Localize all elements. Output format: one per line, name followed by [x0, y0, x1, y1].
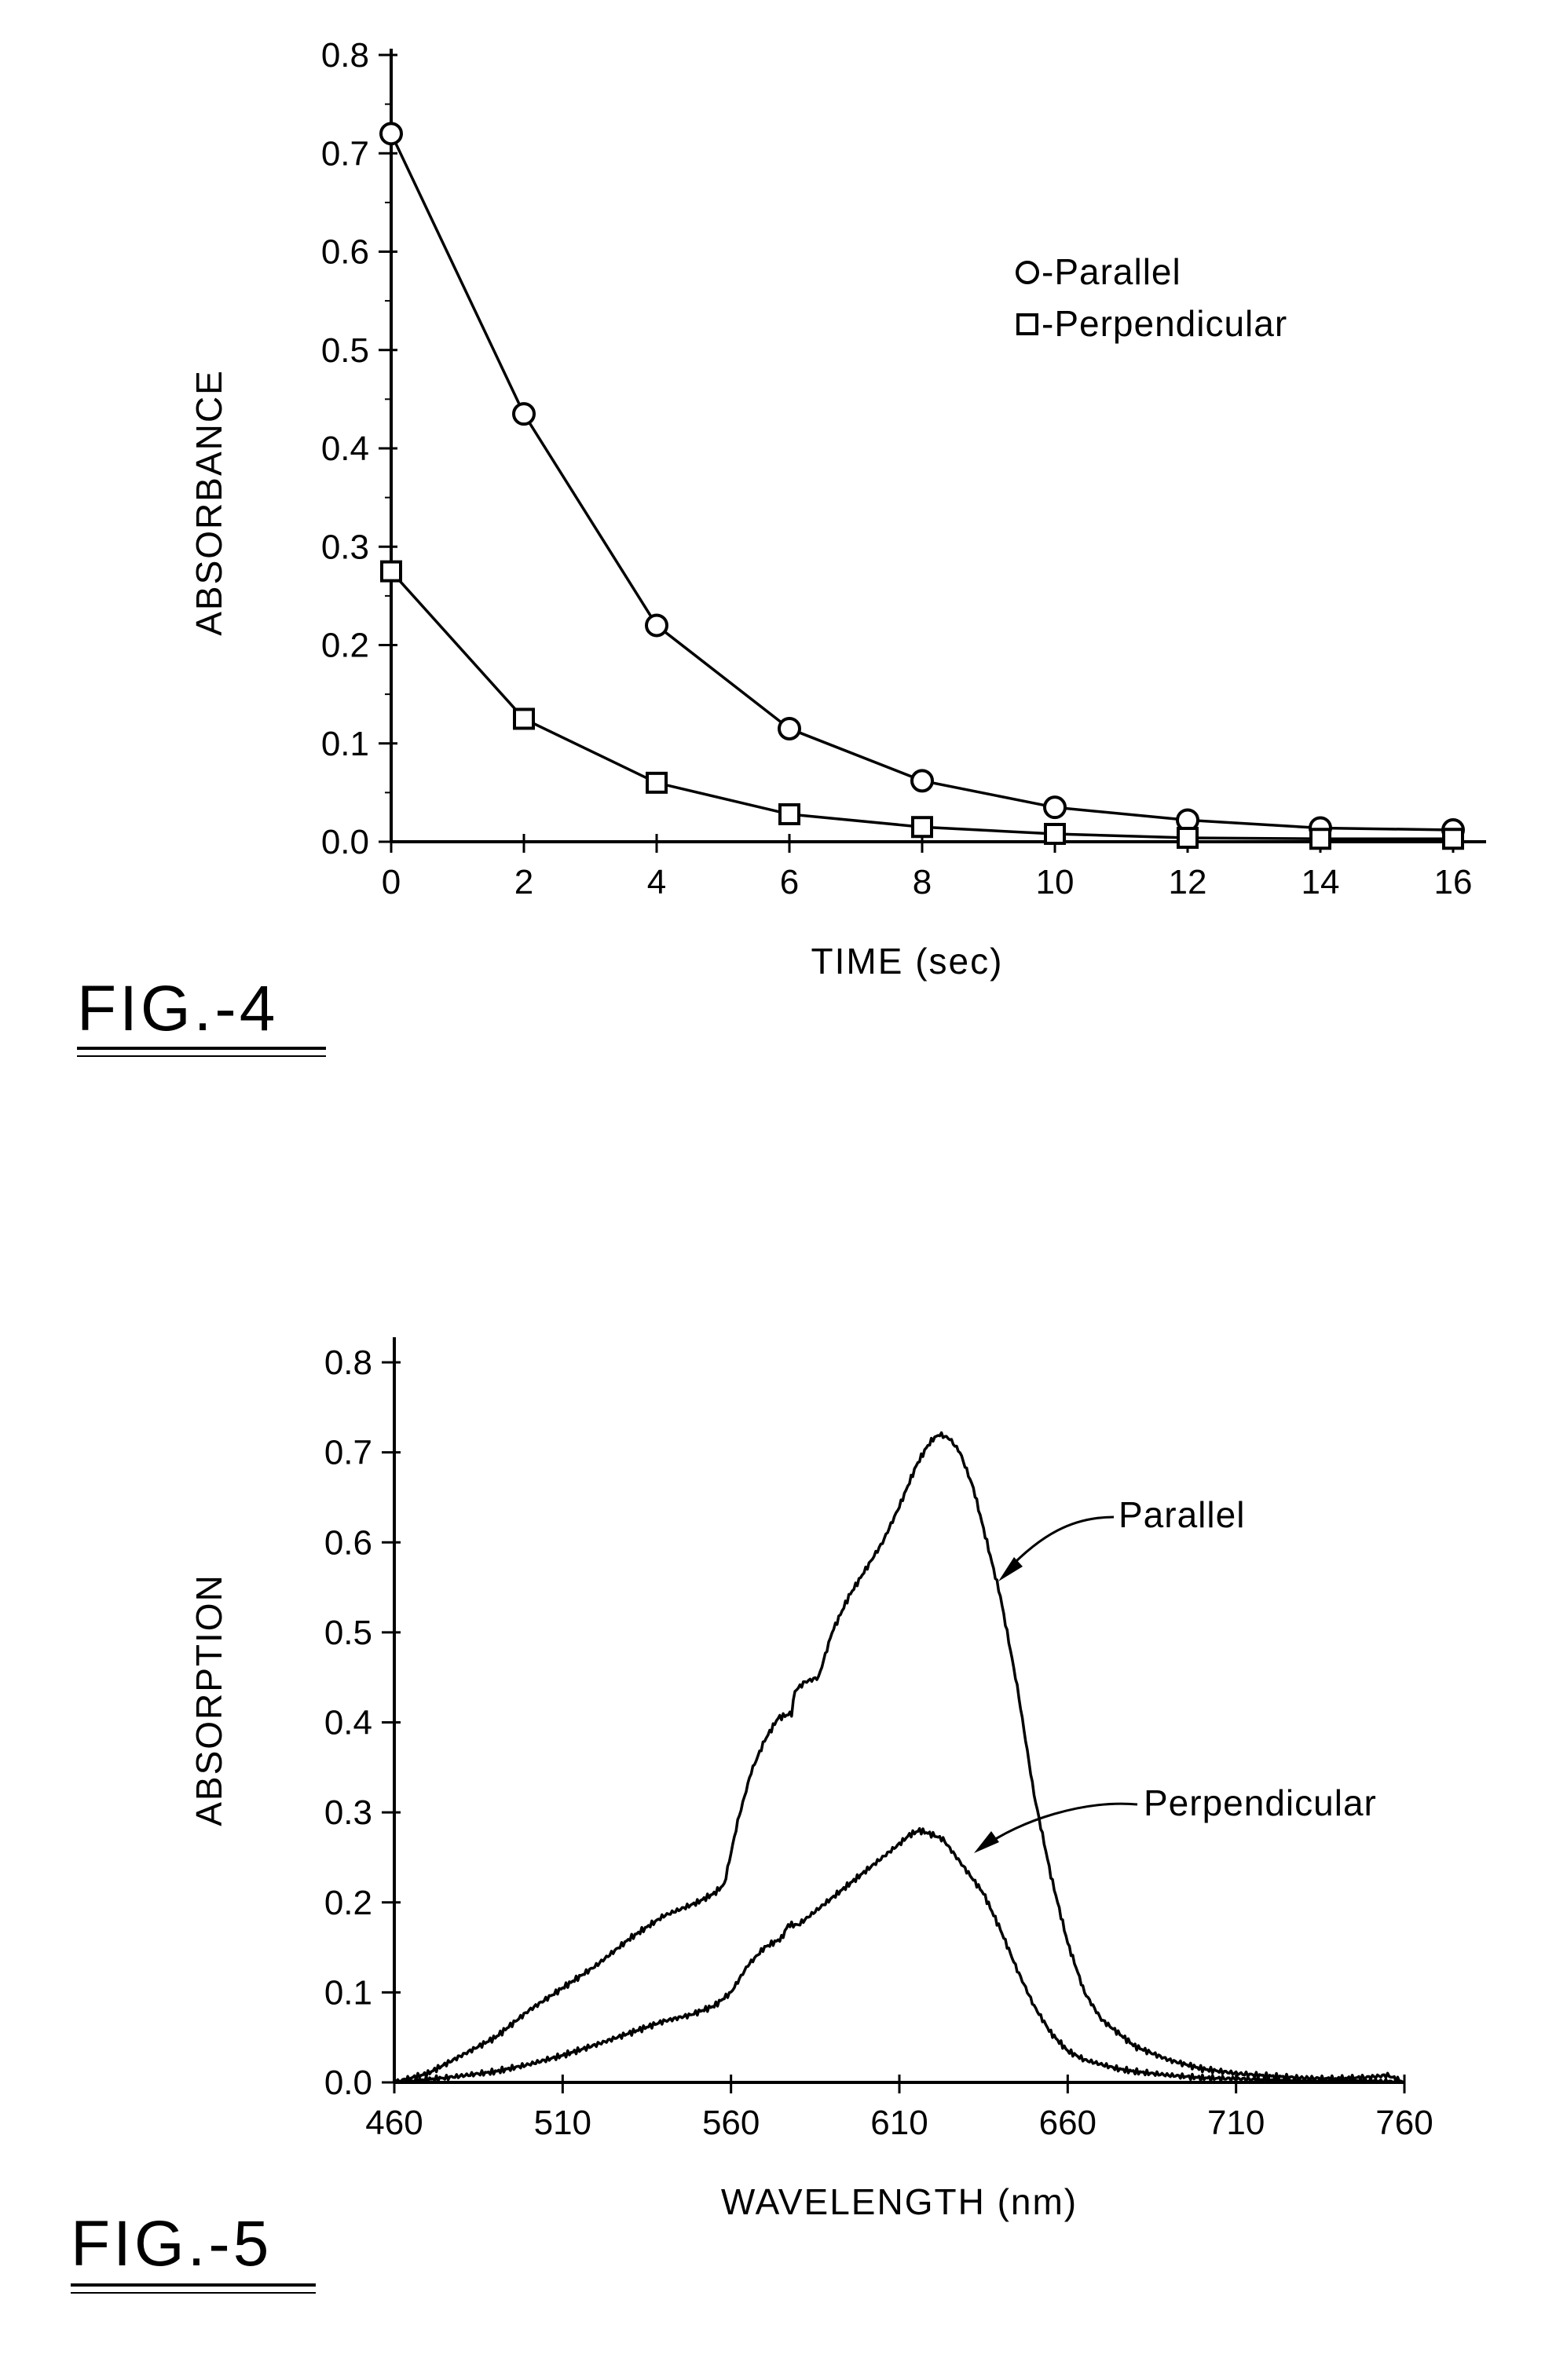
fig4-caption: FIG.-4: [77, 973, 278, 1044]
parallel-curve-label: Parallel: [1118, 1494, 1245, 1535]
parallel-leader-line: [1007, 1517, 1114, 1570]
perpendicular-data-point: [1045, 824, 1064, 843]
fig5-plot-area: [394, 1433, 1404, 2082]
y-tick-label: 0.4: [321, 430, 369, 468]
x-tick-label: 2: [514, 863, 533, 901]
x-tick-label: 760: [1375, 2104, 1433, 2142]
perpendicular-data-point: [382, 562, 401, 581]
y-tick-label: 0.7: [324, 1434, 372, 1472]
fig4-y-axis-title: ABSORBANCE: [189, 369, 229, 636]
perpendicular-data-point: [780, 805, 799, 824]
fig5-x-ticks: 460 510 560 610 660 710 760: [365, 2075, 1433, 2142]
x-tick-label: 14: [1302, 863, 1340, 901]
x-tick-label: 710: [1207, 2104, 1265, 2142]
fig4-legend: -Parallel -Perpendicular: [1017, 251, 1287, 344]
perpendicular-data-point: [1311, 829, 1330, 848]
y-tick-label: 0.7: [321, 134, 369, 173]
y-tick-label: 0.0: [324, 2064, 372, 2102]
x-tick-label: 12: [1169, 863, 1207, 901]
y-tick-label: 0.0: [321, 823, 369, 861]
perpendicular-data-point: [647, 773, 666, 792]
fig5-chart: 0.0 0.1 0.2 0.3 0.4 0.5 0.6 0.7 0.8 460 510 560 610…: [71, 1337, 1433, 2293]
x-tick-label: 460: [365, 2104, 423, 2142]
y-tick-label: 0.4: [324, 1704, 372, 1742]
legend-parallel-label: -Parallel: [1042, 251, 1181, 292]
y-tick-label: 0.6: [321, 233, 369, 272]
fig4-x-ticks: 0 2 4 6 8 10 12 14 16: [382, 834, 1473, 901]
x-tick-label: 4: [647, 863, 666, 901]
series-line-perpendicular: [391, 572, 1453, 839]
fig5-parallel-annotation: Parallel: [998, 1494, 1245, 1581]
x-tick-label: 16: [1434, 863, 1473, 901]
x-tick-label: 560: [702, 2104, 760, 2142]
legend-circle-marker: [1017, 262, 1038, 283]
x-tick-label: 10: [1036, 863, 1075, 901]
y-tick-label: 0.1: [324, 1973, 372, 2012]
fig5-x-axis-title: WAVELENGTH (nm): [721, 2181, 1078, 2222]
spectrum-line-perpendicular: [394, 1829, 1404, 2082]
y-tick-label: 0.3: [321, 528, 369, 566]
perpendicular-data-point: [1444, 829, 1463, 848]
y-tick-label: 0.3: [324, 1793, 372, 1832]
perpendicular-curve-label: Perpendicular: [1144, 1782, 1377, 1823]
y-tick-label: 0.8: [324, 1344, 372, 1382]
parallel-data-point: [779, 718, 800, 739]
legend-square-marker: [1018, 315, 1037, 334]
y-tick-label: 0.6: [324, 1523, 372, 1562]
y-tick-label: 0.2: [324, 1884, 372, 1922]
perpendicular-data-point: [514, 709, 533, 728]
fig4-chart: 0.0 0.1 0.2 0.3 0.4 0.5 0.6 0.7 0.8 0 2 4 6 8 10 12 14 1…: [77, 36, 1486, 1056]
x-tick-label: 660: [1039, 2104, 1097, 2142]
fig4-y-ticks: 0.0 0.1 0.2 0.3 0.4 0.5 0.6 0.7 0.8: [321, 36, 397, 861]
parallel-data-point: [912, 770, 932, 791]
y-tick-label: 0.2: [321, 627, 369, 665]
perpendicular-data-point: [913, 817, 932, 836]
y-tick-label: 0.5: [324, 1614, 372, 1652]
fig5-caption: FIG.-5: [71, 2208, 272, 2279]
parallel-data-point: [646, 615, 667, 635]
y-tick-label: 0.1: [321, 725, 369, 763]
x-tick-label: 610: [870, 2104, 928, 2142]
parallel-arrowhead: [998, 1557, 1023, 1581]
series-line-parallel: [391, 133, 1453, 830]
legend-perpendicular-label: -Perpendicular: [1042, 303, 1287, 344]
perpendicular-arrowhead: [974, 1831, 999, 1853]
perpendicular-data-point: [1178, 828, 1197, 847]
parallel-data-point: [1045, 797, 1065, 817]
fig4-x-axis-title: TIME (sec): [811, 941, 1004, 982]
spectrum-line-parallel: [394, 1433, 1404, 2082]
x-tick-label: 0: [382, 863, 401, 901]
fig4-plot-area: [381, 123, 1463, 848]
x-tick-label: 6: [780, 863, 799, 901]
x-tick-label: 8: [913, 863, 932, 901]
parallel-data-point: [381, 123, 401, 144]
fig5-y-ticks: 0.0 0.1 0.2 0.3 0.4 0.5 0.6 0.7 0.8: [324, 1344, 401, 2102]
x-tick-label: 510: [534, 2104, 591, 2142]
parallel-data-point: [514, 404, 534, 424]
y-tick-label: 0.5: [321, 331, 369, 370]
y-tick-label: 0.8: [321, 36, 369, 75]
fig5-y-axis-title: ABSORPTION: [189, 1574, 229, 1826]
perpendicular-leader-line: [983, 1804, 1137, 1847]
